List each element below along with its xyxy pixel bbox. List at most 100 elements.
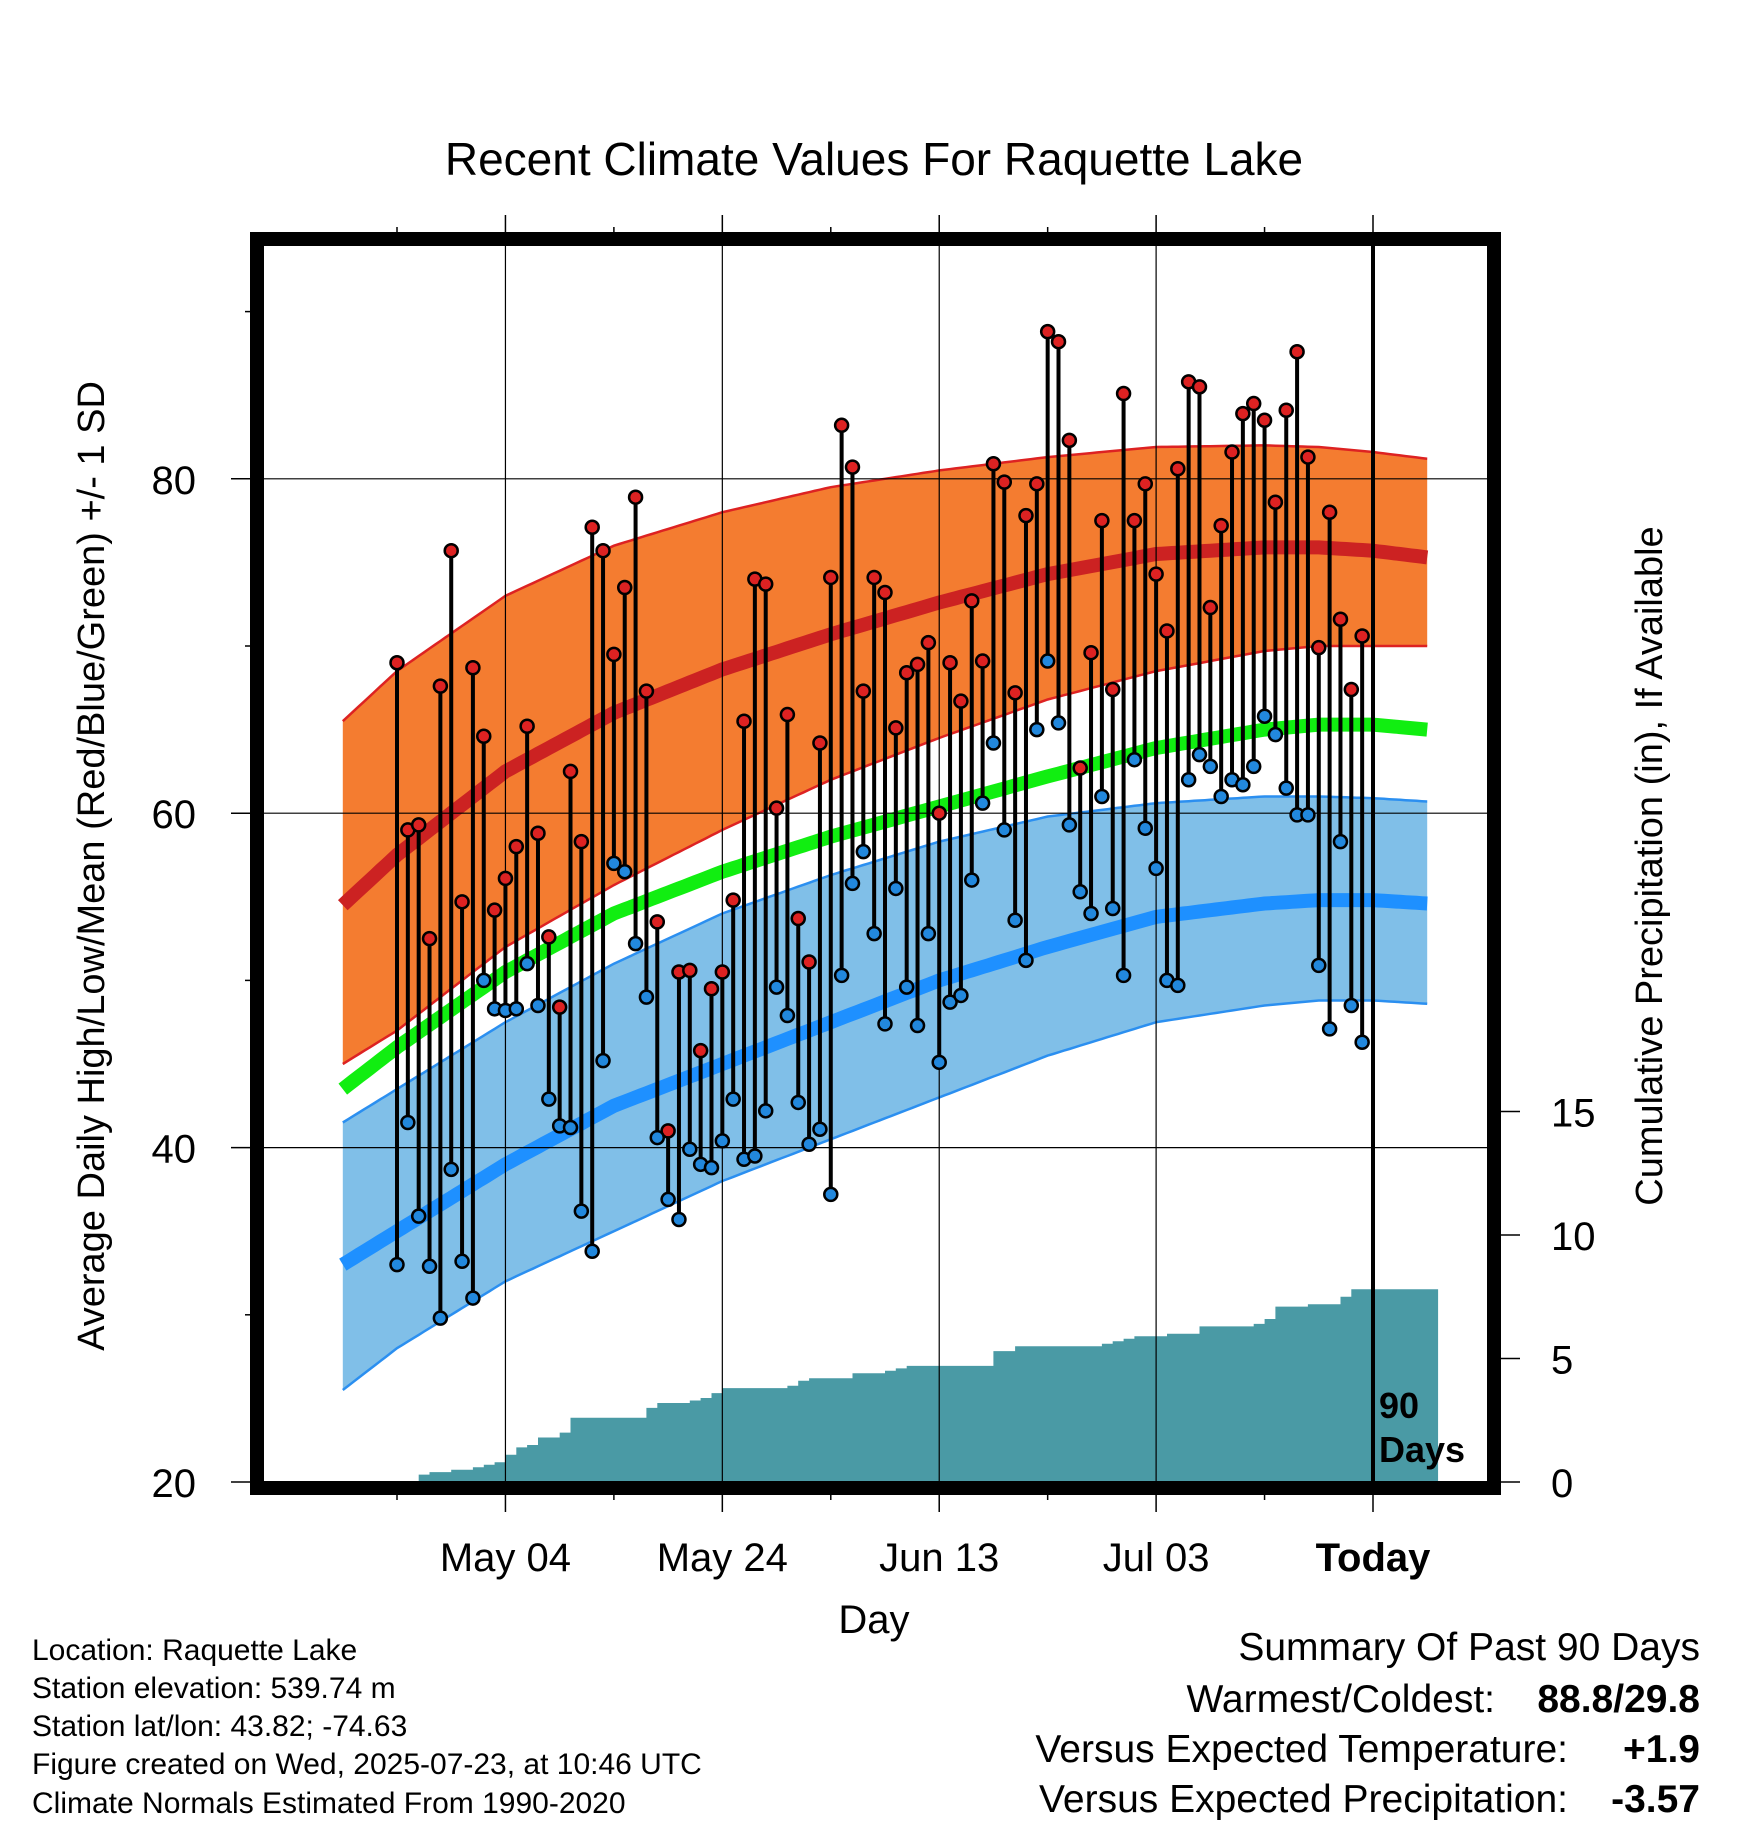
low-point bbox=[519, 955, 535, 972]
high-point bbox=[833, 417, 850, 434]
high-point bbox=[541, 929, 557, 945]
x-tick-label: May 04 bbox=[440, 1536, 571, 1580]
low-point bbox=[877, 1016, 893, 1032]
low-point bbox=[768, 979, 785, 995]
high-point bbox=[920, 634, 937, 651]
low-point bbox=[1354, 1034, 1370, 1051]
high-point bbox=[508, 838, 525, 855]
high-point bbox=[595, 542, 611, 559]
high-point bbox=[573, 833, 590, 850]
low-point bbox=[974, 795, 991, 811]
low-point bbox=[410, 1208, 427, 1224]
high-point bbox=[1245, 395, 1262, 412]
high-point bbox=[551, 999, 568, 1015]
high-point bbox=[964, 593, 980, 609]
low-point bbox=[1202, 758, 1219, 775]
high-point bbox=[985, 456, 1002, 472]
low-point bbox=[682, 1141, 698, 1158]
y2-tick-label: 5 bbox=[1551, 1339, 1573, 1383]
high-point bbox=[1343, 681, 1360, 698]
low-point bbox=[1245, 758, 1262, 775]
high-point bbox=[519, 718, 535, 735]
warm-cold-value: 88.8/29.8 bbox=[1537, 1678, 1700, 1721]
low-point bbox=[866, 925, 882, 942]
high-point bbox=[660, 1123, 676, 1139]
x-tick-label: Today bbox=[1316, 1536, 1432, 1580]
x-tick-label: May 24 bbox=[657, 1536, 788, 1580]
high-point bbox=[638, 683, 655, 699]
high-point bbox=[1061, 432, 1078, 449]
high-point bbox=[1191, 379, 1208, 395]
high-point bbox=[1148, 566, 1164, 582]
low-point bbox=[1029, 721, 1045, 738]
high-point bbox=[1159, 623, 1175, 639]
low-point bbox=[985, 735, 1002, 751]
low-point bbox=[638, 989, 655, 1005]
high-point bbox=[421, 930, 438, 947]
low-point bbox=[1343, 997, 1360, 1014]
low-point bbox=[964, 872, 980, 888]
low-point bbox=[1267, 726, 1284, 743]
high-point bbox=[1083, 644, 1099, 661]
high-point bbox=[454, 894, 470, 910]
y-axis-label: Average Daily High/Low/Mean (Red/Blue/Gr… bbox=[71, 381, 113, 1351]
low-point bbox=[595, 1052, 611, 1069]
low-point bbox=[454, 1253, 470, 1270]
high-point bbox=[736, 713, 752, 729]
low-point bbox=[443, 1161, 459, 1178]
chart-title: Recent Climate Values For Raquette Lake bbox=[445, 133, 1303, 185]
y2-tick-label: 0 bbox=[1551, 1462, 1573, 1506]
high-point bbox=[465, 659, 481, 676]
low-lower-line bbox=[342, 999, 1428, 1391]
high-point bbox=[801, 954, 817, 970]
low-point bbox=[714, 1133, 731, 1149]
high-point bbox=[1354, 628, 1370, 644]
low-point bbox=[1094, 788, 1110, 805]
high-point bbox=[844, 459, 861, 475]
high-point bbox=[1267, 494, 1284, 510]
low-point bbox=[649, 1129, 666, 1146]
low-point bbox=[1104, 900, 1121, 917]
high-point bbox=[1332, 611, 1349, 627]
high-point bbox=[877, 584, 893, 601]
high-point bbox=[996, 474, 1013, 490]
low-point bbox=[833, 967, 850, 984]
low-point bbox=[584, 1243, 600, 1260]
low-point bbox=[660, 1191, 676, 1208]
latlon-text: Station lat/lon: 43.82; -74.63 bbox=[32, 1710, 407, 1743]
x-tick-label: Jul 03 bbox=[1103, 1536, 1210, 1580]
y2-axis-label: Cumulative Precipitation (in), If Availa… bbox=[1629, 526, 1671, 1205]
low-point bbox=[812, 1121, 828, 1137]
high-point bbox=[606, 646, 622, 663]
high-point bbox=[703, 981, 720, 997]
precip-value: -3.57 bbox=[1611, 1778, 1700, 1821]
low-point bbox=[432, 1310, 449, 1326]
axes: May 04 May 24 Jun 13 Jul 03 Today 20 40 60 80 0 5 1… bbox=[152, 215, 1596, 1580]
low-point bbox=[562, 1119, 579, 1136]
high-point bbox=[779, 706, 796, 723]
high-point bbox=[1300, 449, 1316, 465]
low-point bbox=[920, 925, 937, 942]
low-point bbox=[888, 880, 904, 897]
low-point bbox=[1170, 977, 1186, 994]
low-point bbox=[1115, 967, 1132, 984]
high-point bbox=[1137, 476, 1154, 492]
low-point bbox=[823, 1186, 839, 1203]
low-point bbox=[1191, 746, 1208, 763]
high-point bbox=[649, 914, 666, 930]
high-point bbox=[1072, 760, 1088, 776]
y-tick-label: 60 bbox=[152, 793, 197, 837]
high-point bbox=[410, 817, 427, 833]
low-point bbox=[855, 843, 872, 860]
y-tick-label: 20 bbox=[152, 1462, 197, 1506]
high-point bbox=[1202, 599, 1219, 616]
low-point bbox=[909, 1017, 926, 1034]
low-point bbox=[1300, 807, 1316, 823]
normals-text: Climate Normals Estimated From 1990-2020 bbox=[32, 1787, 626, 1820]
high-point bbox=[443, 542, 459, 559]
low-point bbox=[573, 1203, 590, 1219]
high-point bbox=[1115, 385, 1132, 402]
plot-frame bbox=[250, 232, 1501, 1495]
precip-label: Versus Expected Precipitation: bbox=[1039, 1778, 1568, 1821]
